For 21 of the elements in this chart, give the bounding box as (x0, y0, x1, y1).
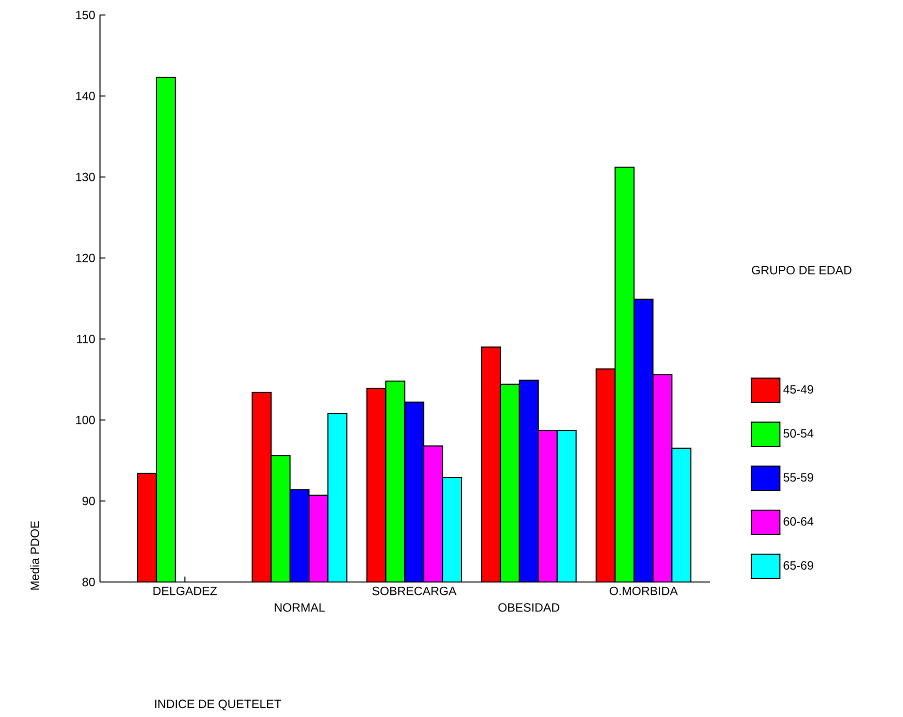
x-tick-label: SOBRECARGA (372, 586, 457, 596)
legend-label: 50-54 (784, 429, 814, 438)
x-tick-label: OBESIDAD (498, 603, 560, 612)
y-tick-label: 120 (76, 254, 95, 262)
x-tick-label: O.MORBIDA (610, 586, 678, 596)
y-tick-label: 100 (76, 416, 95, 424)
y-tick-label: 140 (76, 92, 95, 100)
y-tick-label: 80 (82, 578, 95, 586)
y-tick-label: 90 (82, 496, 95, 506)
y-axis-title: Media PDOE (30, 521, 40, 590)
legend-title: GRUPO DE EDAD (752, 266, 852, 274)
text: INDICE DE QUETELET (155, 700, 282, 710)
y-tick-label: 150 (76, 10, 95, 20)
y-tick-label: 130 (76, 172, 95, 182)
legend-label: 45-49 (783, 385, 814, 394)
x-tick-label: NORMAL (274, 603, 325, 612)
legend-label: 60-64 (784, 517, 814, 526)
y-tick-label: 110 (77, 334, 95, 344)
x-tick-label: DELGADEZ (154, 586, 217, 596)
legend-label: 55-59 (784, 473, 814, 482)
legend-label: 65-69 (784, 561, 814, 570)
